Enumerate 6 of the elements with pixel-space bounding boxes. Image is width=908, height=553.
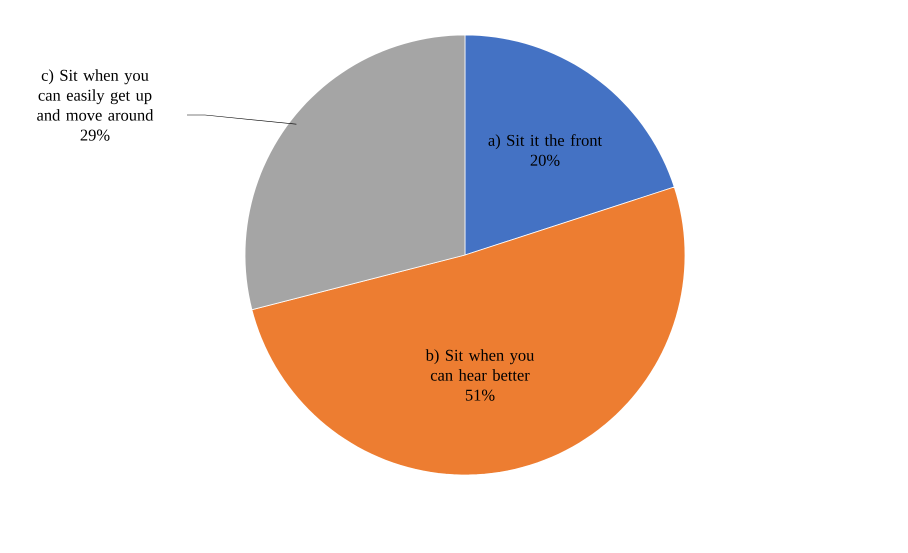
data-label: 51% — [466, 390, 495, 401]
data-label: 20% — [530, 154, 560, 166]
data-label: 29% — [80, 130, 110, 141]
slice-label: b) Sit when you can hear better — [426, 349, 534, 381]
slice-label: a) Sit it the front — [488, 134, 602, 150]
slice-label: c) Sit when you can easily get up and move around — [37, 69, 154, 121]
